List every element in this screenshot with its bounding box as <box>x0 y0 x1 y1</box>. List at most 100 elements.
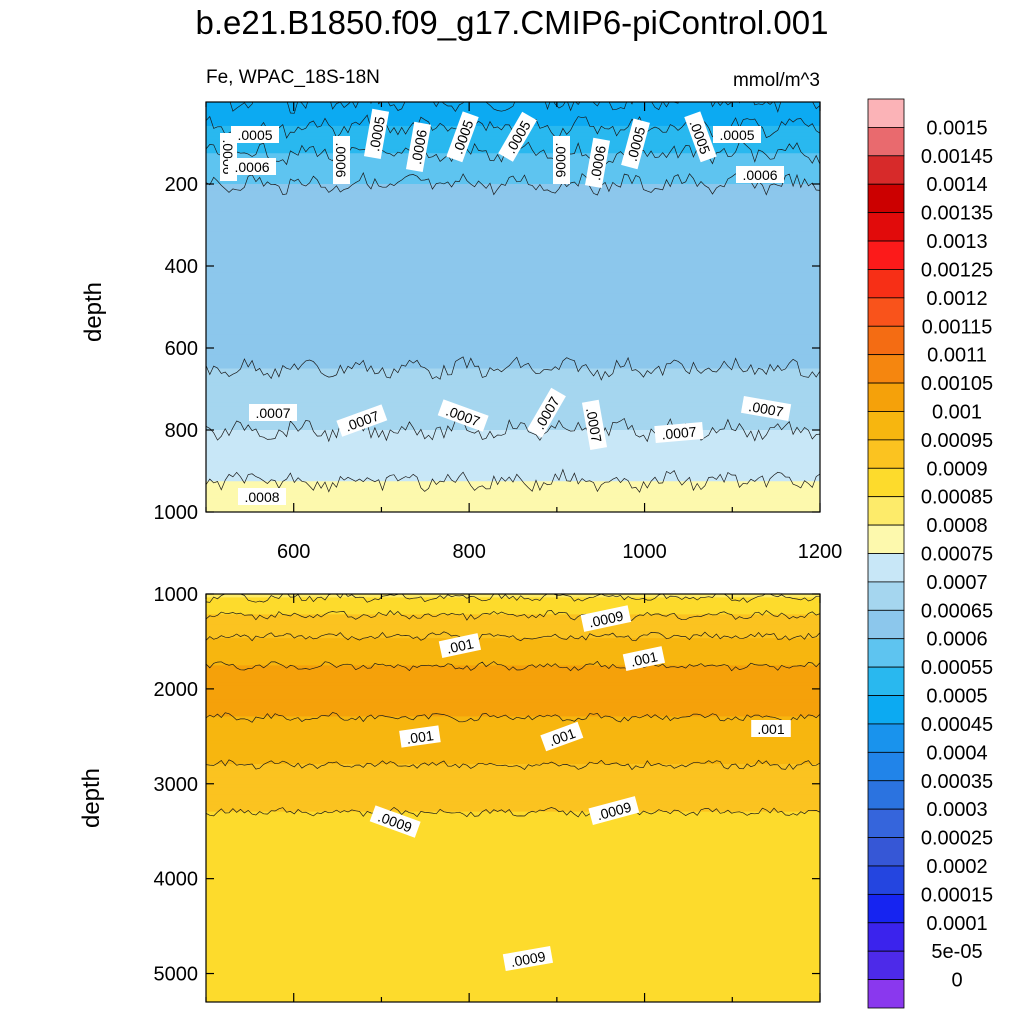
lower-color-band <box>206 808 820 813</box>
lower-color-band <box>206 757 820 762</box>
upper-color-band <box>206 102 820 107</box>
colorbar-label: 0.00095 <box>921 430 993 452</box>
upper-contour-line <box>206 468 820 493</box>
colorbar-swatch <box>867 638 905 668</box>
lower-color-band <box>206 747 820 751</box>
colorbar-label: 0.00075 <box>921 544 993 566</box>
lower-color-band <box>206 784 820 789</box>
svg-text:.0005: .0005 <box>237 127 272 143</box>
lower-color-band <box>206 811 820 816</box>
lower-contour-label: .001 <box>751 720 791 737</box>
svg-text:.0006: .0006 <box>553 142 569 177</box>
lower-color-band <box>206 937 820 942</box>
upper-color-band <box>206 300 820 305</box>
lower-color-band <box>206 944 820 949</box>
svg-text:.0006: .0006 <box>333 142 349 177</box>
svg-text:.0007: .0007 <box>747 398 784 420</box>
upper-color-band <box>206 358 820 363</box>
upper-color-band <box>206 341 820 346</box>
colorbar-label: 0.0015 <box>926 117 987 139</box>
upper-color-band <box>206 406 820 411</box>
upper-contour-label: .0006 <box>228 158 276 175</box>
lower-contour-line <box>206 610 820 621</box>
colorbar-label: 0 <box>951 970 962 992</box>
lower-color-band <box>206 991 820 996</box>
lower-color-band <box>206 723 820 728</box>
upper-color-band <box>206 122 820 127</box>
lower-color-band <box>206 849 820 853</box>
upper-color-band <box>206 488 820 493</box>
colorbar-swatch <box>867 609 905 640</box>
lower-contour-line <box>206 759 820 771</box>
lower-color-band <box>206 971 820 976</box>
upper-color-band <box>206 269 820 274</box>
colorbar-swatch <box>867 382 905 412</box>
colorbar-label: 0.0005 <box>926 686 987 708</box>
svg-text:.0005: .0005 <box>366 115 388 152</box>
upper-color-band <box>206 225 820 230</box>
colorbar-swatch <box>867 695 905 725</box>
lower-color-band <box>206 730 820 734</box>
upper-color-band <box>206 371 820 376</box>
colorbar-label: 0.00015 <box>921 884 993 906</box>
lower-color-band <box>206 981 820 986</box>
colorbar-swatch <box>867 183 905 214</box>
lower-color-band <box>206 828 820 833</box>
upper-contour-label: .0006 <box>584 137 611 189</box>
lower-color-band <box>206 607 820 612</box>
lower-color-band <box>206 835 820 840</box>
colorbar-swatch <box>867 411 905 441</box>
upper-color-band <box>206 440 820 445</box>
upper-color-band <box>206 443 820 448</box>
colorbar-label: 0.0014 <box>926 174 987 196</box>
lower-color-band <box>206 770 820 775</box>
svg-text:.0006: .0006 <box>587 144 609 181</box>
lower-contour-line <box>206 594 820 603</box>
colorbar-swatch <box>867 269 905 299</box>
lower-color-band <box>206 818 820 823</box>
colorbar-label: 0.00115 <box>922 316 993 338</box>
lower-color-band <box>206 600 820 605</box>
lower-color-band <box>206 781 820 785</box>
colorbar-swatch <box>867 467 905 498</box>
colorbar-label: 0.0007 <box>926 572 987 594</box>
lower-color-band <box>206 852 820 857</box>
colorbar-swatch <box>867 581 905 611</box>
lower-contour-line <box>206 712 820 723</box>
lower-y-tick-label: 2000 <box>154 679 199 701</box>
lower-panel: .0009.001.001.001.001.001.0009.0009.0009… <box>78 584 821 1003</box>
lower-color-band <box>206 876 820 881</box>
lower-color-band <box>206 706 820 711</box>
lower-y-tick-label: 4000 <box>154 869 199 891</box>
lower-color-band <box>206 736 820 741</box>
colorbar-swatch <box>867 553 905 583</box>
colorbar-swatch <box>867 240 905 270</box>
upper-contour-line <box>206 171 820 196</box>
upper-color-band <box>206 467 820 472</box>
upper-contour-label: .0005 <box>713 126 761 143</box>
colorbar-swatch <box>867 127 905 157</box>
lower-color-band <box>206 641 820 646</box>
upper-color-band <box>206 447 820 452</box>
svg-text:.001: .001 <box>445 635 475 656</box>
lower-contour-label: .0009 <box>580 605 632 632</box>
upper-color-band <box>206 190 820 195</box>
upper-color-band <box>206 412 820 417</box>
colorbar-label: 0.00025 <box>921 828 993 850</box>
upper-y-tick-label: 600 <box>165 338 198 360</box>
upper-color-band <box>206 361 820 366</box>
lower-color-band <box>206 886 820 891</box>
upper-color-band <box>206 112 820 117</box>
upper-color-band <box>206 320 820 325</box>
lower-color-band <box>206 934 820 938</box>
colorbar-swatch <box>867 780 905 810</box>
upper-color-band <box>206 313 820 318</box>
upper-x-tick-label: 800 <box>452 541 485 563</box>
upper-color-band <box>206 163 820 168</box>
lower-color-band <box>206 651 820 656</box>
upper-color-band <box>206 184 820 189</box>
svg-text:.0007: .0007 <box>661 423 698 442</box>
upper-y-tick-label: 800 <box>165 420 198 442</box>
upper-color-band <box>206 252 820 257</box>
upper-x-tick-label: 1000 <box>622 541 667 563</box>
